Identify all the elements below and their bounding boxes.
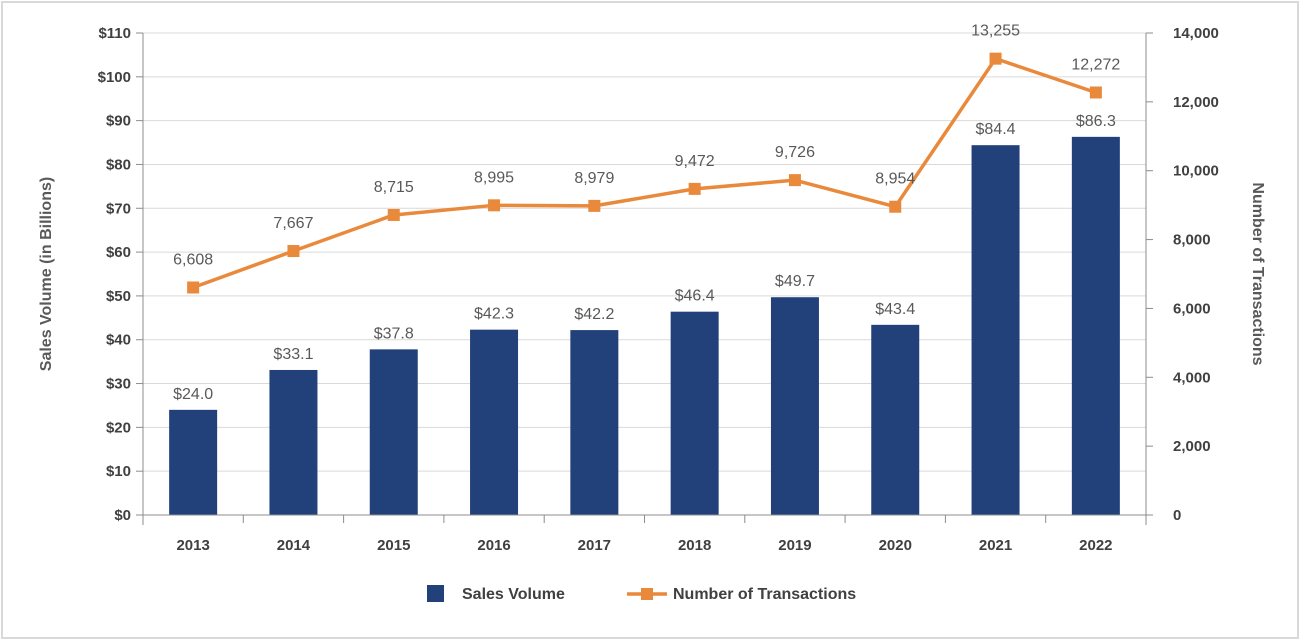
- line-marker: [387, 208, 400, 221]
- y-tick-label: $110: [98, 25, 131, 42]
- y2-tick-label: 0: [1173, 507, 1181, 524]
- bar: [470, 329, 519, 515]
- bar-value-label: $33.1: [273, 346, 313, 363]
- y-tick-label: $30: [106, 376, 131, 393]
- line-value-label: 13,255: [971, 23, 1020, 40]
- line-marker: [1089, 86, 1102, 99]
- x-tick-label: 2019: [778, 537, 811, 554]
- tick-labels: $0 $10 $20 $30 $40 $50 $60 $70 $80 $90 $100 $110 0 2,…: [98, 25, 1219, 554]
- line-value-label: 7,667: [273, 215, 313, 232]
- y2-tick-label: 6,000: [1173, 300, 1211, 317]
- line-marker: [688, 182, 701, 195]
- line-value-label: 6,608: [173, 251, 213, 268]
- line-value-label: 8,979: [574, 170, 614, 187]
- bar-value-label: $49.7: [775, 273, 815, 290]
- bar-series: [169, 136, 1120, 515]
- bar: [369, 349, 418, 515]
- bar: [871, 324, 920, 515]
- bar: [169, 409, 218, 515]
- bar-value-label: $42.2: [574, 306, 614, 323]
- x-tick-label: 2016: [477, 537, 510, 554]
- line-value-label: 9,472: [675, 153, 715, 170]
- bar-value-label: $43.4: [875, 301, 915, 318]
- x-tick-label: 2015: [377, 537, 410, 554]
- y-tick-label: $80: [106, 156, 131, 173]
- y2-tick-label: 4,000: [1173, 369, 1211, 386]
- line-marker: [989, 52, 1002, 65]
- x-tick-label: 2020: [879, 537, 912, 554]
- line-value-label: 12,272: [1071, 56, 1120, 73]
- line-value-label: 8,954: [875, 171, 915, 188]
- bar-value-label: $46.4: [675, 288, 715, 305]
- line-value-label: 8,715: [374, 179, 414, 196]
- legend-bar-label: Sales Volume: [462, 586, 565, 603]
- y-tick-label: $60: [106, 244, 131, 261]
- bar: [971, 145, 1020, 515]
- y-tick-label: $90: [106, 113, 131, 130]
- bar-value-label: $24.0: [173, 386, 213, 403]
- y2-tick-label: 8,000: [1173, 232, 1211, 249]
- bar-value-label: $37.8: [374, 325, 414, 342]
- bar-value-label: $42.3: [474, 306, 514, 323]
- x-tick-label: 2018: [678, 537, 711, 554]
- y-tick-label: $50: [106, 288, 131, 305]
- bar: [1071, 136, 1120, 515]
- y-tick-label: $20: [106, 419, 131, 436]
- legend-line-marker: [641, 588, 653, 600]
- line-value-label: 9,726: [775, 144, 815, 161]
- x-tick-label: 2017: [578, 537, 611, 554]
- data-labels: $24.0 $33.1 $37.8 $42.3 $42.2 $46.4 $49.7 $43.4…: [173, 23, 1120, 403]
- y2-tick-label: 14,000: [1173, 25, 1219, 42]
- y2-tick-label: 2,000: [1173, 438, 1211, 455]
- bar-value-label: $86.3: [1076, 113, 1116, 130]
- x-tick-label: 2014: [277, 537, 311, 554]
- bar: [269, 369, 318, 515]
- y-tick-label: $0: [114, 507, 131, 524]
- line-series: [187, 52, 1102, 294]
- line-marker: [889, 200, 902, 213]
- transactions-line: [192, 56, 1097, 290]
- bar: [570, 330, 619, 515]
- y-tick-label: $10: [106, 463, 131, 480]
- bar-value-label: $84.4: [976, 121, 1016, 138]
- y2-axis-title: Number of Transactions: [1249, 182, 1266, 365]
- x-tick-label: 2021: [979, 537, 1012, 554]
- legend-bar-swatch: [427, 585, 444, 602]
- y-tick-label: $70: [106, 200, 131, 217]
- line-marker: [588, 199, 601, 212]
- x-tick-label: 2022: [1079, 537, 1112, 554]
- y-tick-label: $40: [106, 332, 131, 349]
- y-axis-title: Sales Volume (in Billions): [38, 177, 55, 371]
- legend-line-label: Number of Transactions: [673, 586, 856, 603]
- y-tick-label: $100: [98, 69, 131, 86]
- combo-chart: $24.0 $33.1 $37.8 $42.3 $42.2 $46.4 $49.7 $43.4…: [38, 23, 1266, 603]
- legend: Sales Volume Number of Transactions: [427, 585, 856, 603]
- x-tick-label: 2013: [176, 537, 209, 554]
- line-marker: [287, 245, 300, 258]
- y2-tick-label: 12,000: [1173, 94, 1219, 111]
- line-marker: [187, 281, 200, 294]
- line-value-label: 8,995: [474, 169, 514, 186]
- bar: [770, 297, 819, 515]
- line-marker: [788, 174, 801, 187]
- bar: [670, 311, 719, 515]
- axes: [136, 32, 1153, 525]
- y2-tick-label: 10,000: [1173, 163, 1219, 180]
- line-marker: [488, 199, 501, 212]
